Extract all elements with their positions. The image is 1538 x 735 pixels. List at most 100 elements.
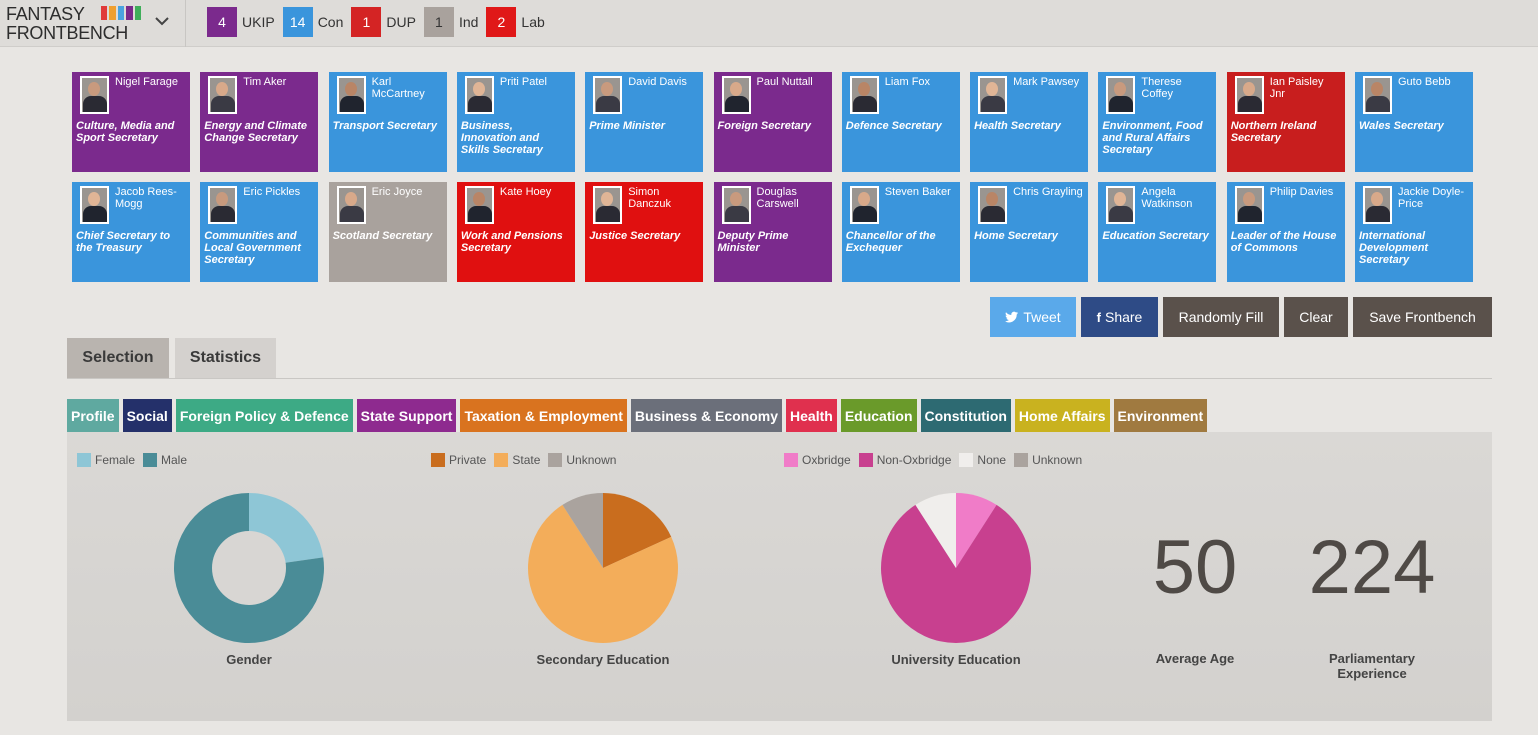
member-name: Liam Fox <box>884 76 931 88</box>
member-photo <box>80 76 109 114</box>
party-count-ukip: 4 UKIP <box>207 7 275 37</box>
party-count-badge: 4 <box>207 7 237 37</box>
facebook-icon: f <box>1096 309 1101 325</box>
member-name: Eric Joyce <box>371 186 423 198</box>
member-role: Chief Secretary to the Treasury <box>76 230 171 254</box>
cabinet-card[interactable]: Paul Nuttall Foreign Secretary <box>713 72 832 172</box>
cabinet-card[interactable]: Angela Watkinson Education Secretary <box>1098 182 1217 282</box>
member-role: Defence Secretary <box>845 120 942 132</box>
tab-education[interactable]: Education <box>840 399 917 432</box>
member-role: Health Secretary <box>974 120 1061 132</box>
member-name: Therese Coffey <box>1141 76 1182 100</box>
member-photo <box>721 186 751 224</box>
tab-statistics-label: Statistics <box>189 349 262 366</box>
randomly-fill-label: Randomly Fill <box>1178 309 1264 325</box>
party-count-ind: 1 Ind <box>423 7 479 37</box>
member-name: Nigel Farage <box>115 76 178 88</box>
cabinet-card[interactable]: Chris Grayling Home Secretary <box>970 182 1089 282</box>
member-name: David Davis <box>628 76 687 88</box>
member-name: Mark Pawsey <box>1013 76 1080 88</box>
cabinet-card[interactable]: Simon Danczuk Justice Secretary <box>585 182 704 282</box>
tab-taxation-employment[interactable]: Taxation & Employment <box>460 399 627 432</box>
member-photo <box>464 186 494 224</box>
legend-label: Non-Oxbridge <box>876 453 952 467</box>
member-name: Philip Davies <box>1269 186 1334 198</box>
cabinet-card[interactable]: Jacob Rees-Mogg Chief Secretary to the Tr… <box>72 182 190 282</box>
cabinet-card[interactable]: Eric Joyce Scotland Secretary <box>328 182 447 282</box>
member-photo <box>1363 186 1392 224</box>
share-button[interactable]: f Share <box>1081 297 1158 337</box>
tweet-button[interactable]: Tweet <box>990 297 1076 337</box>
member-role: Deputy Prime Minister <box>717 230 789 254</box>
tab-statistics[interactable]: Statistics <box>175 338 276 378</box>
statistics-panel: Female Male Private State Unknown Oxbridge N… <box>67 432 1492 721</box>
cabinet-card[interactable]: Tim Aker Energy and Climate Change Secret… <box>200 72 319 172</box>
member-name: Jackie Doyle-Price <box>1398 186 1465 210</box>
rainbow-stripe <box>109 6 116 20</box>
randomly-fill-button[interactable]: Randomly Fill <box>1163 297 1279 337</box>
member-photo <box>336 76 366 114</box>
cabinet-card[interactable]: Mark Pawsey Health Secretary <box>970 72 1089 172</box>
cabinet-card[interactable]: Liam Fox Defence Secretary <box>841 72 960 172</box>
app-logo[interactable]: FANTASY FRONTBENCH <box>6 4 142 43</box>
rainbow-stripe <box>101 6 108 20</box>
tab-home-affairs[interactable]: Home Affairs <box>1014 399 1110 432</box>
logo-line1: FANTASY <box>6 4 85 24</box>
secondary-education-chart-title: Secondary Education <box>536 652 670 667</box>
tab-foreign-policy-defence[interactable]: Foreign Policy & Defence <box>175 399 353 432</box>
member-role: Leader of the House of Commons <box>1230 230 1337 254</box>
university-education-chart-title: University Education <box>891 652 1021 667</box>
member-role: Transport Secretary <box>332 120 437 132</box>
member-photo <box>208 76 238 114</box>
member-name: Eric Pickles <box>243 186 301 198</box>
tab-constitution[interactable]: Constitution <box>920 399 1011 432</box>
cabinet-card[interactable]: Guto Bebb Wales Secretary <box>1355 72 1473 172</box>
clear-button[interactable]: Clear <box>1284 297 1348 337</box>
tab-business-economy[interactable]: Business & Economy <box>630 399 783 432</box>
cabinet-card[interactable]: Nigel Farage Culture, Media and Sport Sec… <box>72 72 190 172</box>
cabinet-card[interactable]: Steven Baker Chancellor of the Exchequer <box>841 182 960 282</box>
legend-swatch <box>77 453 91 467</box>
cabinet-card[interactable]: Karl McCartney Transport Secretary <box>328 72 447 172</box>
university-education-legend: Oxbridge Non-Oxbridge None Unknown <box>784 453 1090 467</box>
cabinet-card[interactable]: David Davis Prime Minister <box>585 72 704 172</box>
member-photo <box>464 76 494 114</box>
party-name: Ind <box>458 14 479 30</box>
tweet-label: Tweet <box>1023 309 1061 325</box>
party-count-badge: 1 <box>351 7 382 37</box>
tab-selection[interactable]: Selection <box>67 338 169 378</box>
member-role: Energy and Climate Change Secretary <box>204 120 307 144</box>
pie-slice-oxbridge <box>956 493 997 568</box>
member-photo <box>1106 186 1136 224</box>
party-name: Lab <box>521 14 545 30</box>
cabinet-card[interactable]: Kate Hoey Work and Pensions Secretary <box>456 182 575 282</box>
legend-swatch <box>784 453 798 467</box>
party-name: UKIP <box>242 14 275 30</box>
tab-social[interactable]: Social <box>122 399 172 432</box>
cabinet-card[interactable]: Philip Davies Leader of the House of Comm… <box>1226 182 1345 282</box>
member-name: Karl McCartney <box>371 76 425 100</box>
gender-legend: Female Male <box>77 453 195 467</box>
member-role: Communities and Local Government Secreta… <box>204 230 301 266</box>
cabinet-card[interactable]: Douglas Carswell Deputy Prime Minister <box>713 182 832 282</box>
cabinet-card[interactable]: Eric Pickles Communities and Local Govern… <box>200 182 319 282</box>
pie-slice-non-oxbridge <box>881 504 1031 643</box>
cabinet-card[interactable]: Ian Paisley Jnr Northern Ireland Secretar… <box>1226 72 1345 172</box>
legend-label: State <box>512 453 541 467</box>
member-photo <box>849 186 879 224</box>
member-role: Wales Secretary <box>1359 120 1444 132</box>
save-frontbench-button[interactable]: Save Frontbench <box>1353 297 1492 337</box>
cabinet-card[interactable]: Jackie Doyle-Price International Developm… <box>1355 182 1473 282</box>
cabinet-card[interactable]: Priti Patel Business, Innovation and Skil… <box>456 72 575 172</box>
member-photo <box>849 76 879 114</box>
legend-label: Private <box>449 453 487 467</box>
tab-profile[interactable]: Profile <box>67 399 119 432</box>
tab-state-support[interactable]: State Support <box>356 399 457 432</box>
member-name: Simon Danczuk <box>628 186 671 210</box>
share-label: Share <box>1104 309 1143 325</box>
chevron-down-icon[interactable] <box>150 9 174 33</box>
member-role: Work and Pensions Secretary <box>460 230 563 254</box>
cabinet-card[interactable]: Therese Coffey Environment, Food and Rura… <box>1098 72 1217 172</box>
tab-health[interactable]: Health <box>786 399 837 432</box>
tab-environment[interactable]: Environment <box>1113 399 1208 432</box>
